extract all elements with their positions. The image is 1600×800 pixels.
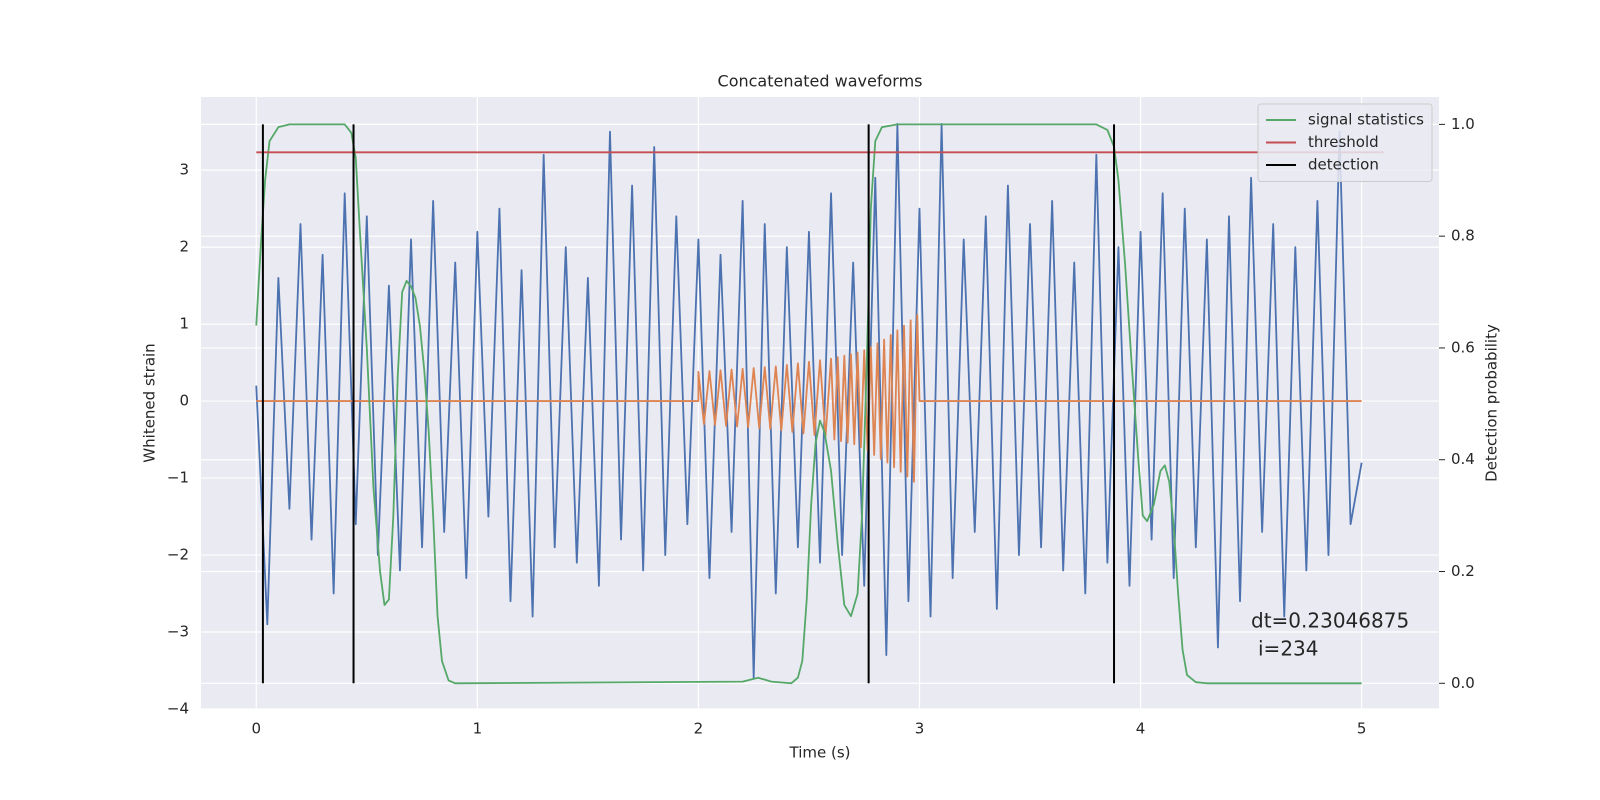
y-tick-label: 3 <box>179 161 189 179</box>
x-axis-label: Time (s) <box>789 744 851 762</box>
legend-label: signal statistics <box>1308 111 1424 129</box>
y2-tick-label: 0.2 <box>1451 562 1475 580</box>
y2-tick-label: 1.0 <box>1451 115 1475 133</box>
y-tick-label: 2 <box>179 238 189 256</box>
x-tick-label: 3 <box>915 720 925 738</box>
x-tick-label: 0 <box>251 720 261 738</box>
legend-label: threshold <box>1308 133 1379 151</box>
x-tick-label: 4 <box>1136 720 1146 738</box>
series-line <box>256 313 1362 483</box>
x-tick-label: 1 <box>473 720 483 738</box>
annotation: i=234 <box>1258 637 1319 661</box>
series-line <box>255 123 1362 685</box>
y-axis-label: Whitened strain <box>141 343 159 462</box>
y-tick-label: −3 <box>167 623 189 641</box>
y-tick-label: −1 <box>167 469 189 487</box>
labels: 0 1 2 3 4 5 −4 −3 −2 −1 0 1 2 3 0.0 0.2 0.4 0.6 0.8 1.0 <box>167 115 1475 738</box>
y2-tick-label: 0.6 <box>1451 338 1475 356</box>
marks <box>255 123 1384 685</box>
y-tick-label: −4 <box>167 700 189 718</box>
legend: signal statistics threshold detection <box>1257 103 1433 182</box>
y2-tick-label: 0.0 <box>1451 674 1475 692</box>
chart-title: Concatenated waveforms <box>718 72 923 91</box>
y-tick-label: 0 <box>179 392 189 410</box>
x-tick-label: 2 <box>694 720 704 738</box>
y-tick-label: −2 <box>167 546 189 564</box>
plot-background <box>201 97 1439 709</box>
series-line <box>255 123 1363 680</box>
annotation: dt=0.23046875 <box>1251 609 1409 633</box>
legend-box <box>1257 103 1433 182</box>
y2-tick-label: 0.8 <box>1451 227 1475 245</box>
x-tick-label: 5 <box>1357 720 1367 738</box>
y2-tick-label: 0.4 <box>1451 450 1475 468</box>
y-tick-label: 1 <box>179 315 189 333</box>
legend-label: detection <box>1308 156 1379 174</box>
y2-axis-label: Detection probability <box>1483 324 1501 482</box>
